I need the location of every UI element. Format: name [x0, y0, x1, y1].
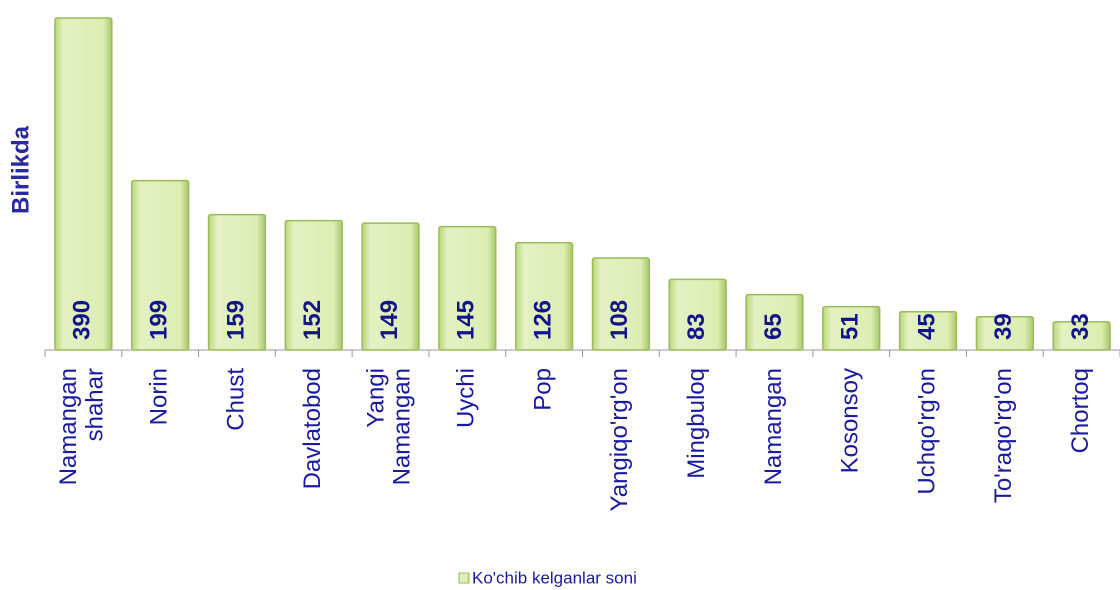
bar — [668, 278, 727, 351]
x-tick-label: Chust — [222, 368, 249, 431]
x-tick-label: Yangiqo'rg'on — [606, 368, 633, 512]
bar — [822, 305, 881, 351]
value-label: 83 — [683, 313, 710, 340]
bar — [745, 293, 804, 351]
x-tick-label: Mingbuloq — [683, 368, 710, 479]
bar — [284, 219, 343, 351]
value-label: 199 — [146, 300, 173, 340]
legend-marker — [458, 572, 470, 584]
x-tick-label: Namangan — [760, 368, 787, 485]
value-label: 145 — [453, 300, 480, 340]
bar — [898, 310, 958, 351]
value-label: 149 — [376, 300, 403, 340]
x-tick-label: Chortoq — [1067, 368, 1094, 453]
bar — [54, 17, 113, 351]
bar — [975, 316, 1034, 351]
x-tick-label: Davlatobod — [299, 368, 326, 489]
y-axis-label: Birlikda — [7, 125, 34, 214]
bar — [131, 179, 190, 351]
legend-label: Ko'chib kelganlar soni — [472, 568, 637, 587]
x-tick-label: To'raqo'rg'on — [990, 368, 1017, 503]
value-label: 126 — [529, 300, 556, 340]
x-tick-label: Kosonsoy — [837, 368, 864, 473]
bar — [438, 225, 497, 351]
bar — [514, 241, 574, 351]
value-label: 45 — [913, 313, 940, 340]
bar — [207, 213, 267, 351]
bar — [361, 222, 420, 351]
value-label: 33 — [1067, 313, 1094, 340]
value-label: 108 — [606, 300, 633, 340]
x-tick-label: Pop — [529, 368, 556, 411]
x-tick-label: Uychi — [453, 368, 480, 428]
x-tick-label: Uchqo'rg'on — [913, 368, 940, 495]
value-label: 390 — [69, 300, 96, 340]
x-tick-label: Norin — [146, 368, 173, 425]
bar — [591, 257, 651, 351]
x-tick-label: YangiNamangan — [363, 368, 416, 485]
x-tick-label: Namanganshahar — [56, 368, 109, 485]
value-label: 65 — [760, 313, 787, 340]
value-label: 39 — [990, 313, 1017, 340]
bar — [1052, 321, 1111, 351]
value-label: 159 — [222, 300, 249, 340]
value-label: 152 — [299, 300, 326, 340]
value-label: 51 — [837, 313, 864, 340]
